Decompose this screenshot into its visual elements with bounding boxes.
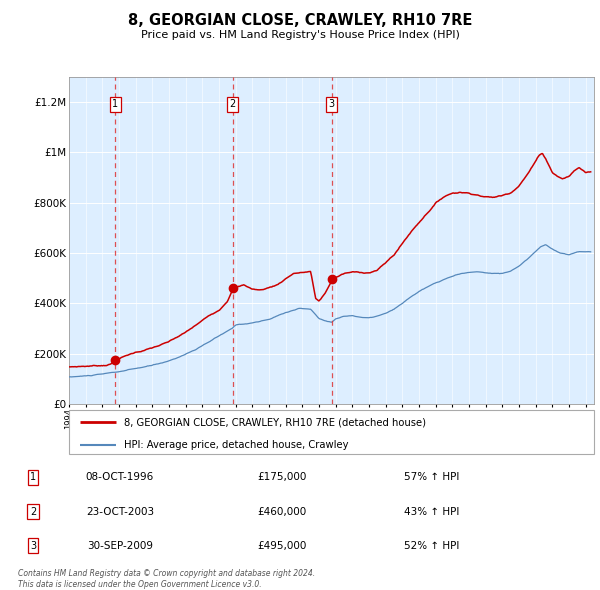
Text: 1: 1: [30, 473, 36, 482]
Text: 8, GEORGIAN CLOSE, CRAWLEY, RH10 7RE: 8, GEORGIAN CLOSE, CRAWLEY, RH10 7RE: [128, 13, 472, 28]
Text: 23-OCT-2003: 23-OCT-2003: [86, 507, 154, 516]
Text: 1: 1: [112, 99, 118, 109]
Text: 57% ↑ HPI: 57% ↑ HPI: [404, 473, 460, 482]
Text: 30-SEP-2009: 30-SEP-2009: [87, 541, 153, 550]
Text: 8, GEORGIAN CLOSE, CRAWLEY, RH10 7RE (detached house): 8, GEORGIAN CLOSE, CRAWLEY, RH10 7RE (de…: [124, 418, 426, 427]
Text: £460,000: £460,000: [257, 507, 307, 516]
Text: 3: 3: [328, 99, 335, 109]
Text: 2: 2: [229, 99, 236, 109]
Text: 08-OCT-1996: 08-OCT-1996: [86, 473, 154, 482]
Text: Contains HM Land Registry data © Crown copyright and database right 2024.
This d: Contains HM Land Registry data © Crown c…: [18, 569, 315, 589]
Text: HPI: Average price, detached house, Crawley: HPI: Average price, detached house, Craw…: [124, 440, 349, 450]
Text: 2: 2: [30, 507, 36, 516]
Text: 43% ↑ HPI: 43% ↑ HPI: [404, 507, 460, 516]
Text: Price paid vs. HM Land Registry's House Price Index (HPI): Price paid vs. HM Land Registry's House …: [140, 30, 460, 40]
Text: £175,000: £175,000: [257, 473, 307, 482]
Text: 52% ↑ HPI: 52% ↑ HPI: [404, 541, 460, 550]
Text: £495,000: £495,000: [257, 541, 307, 550]
Bar: [69, 77, 103, 404]
Text: 3: 3: [30, 541, 36, 550]
